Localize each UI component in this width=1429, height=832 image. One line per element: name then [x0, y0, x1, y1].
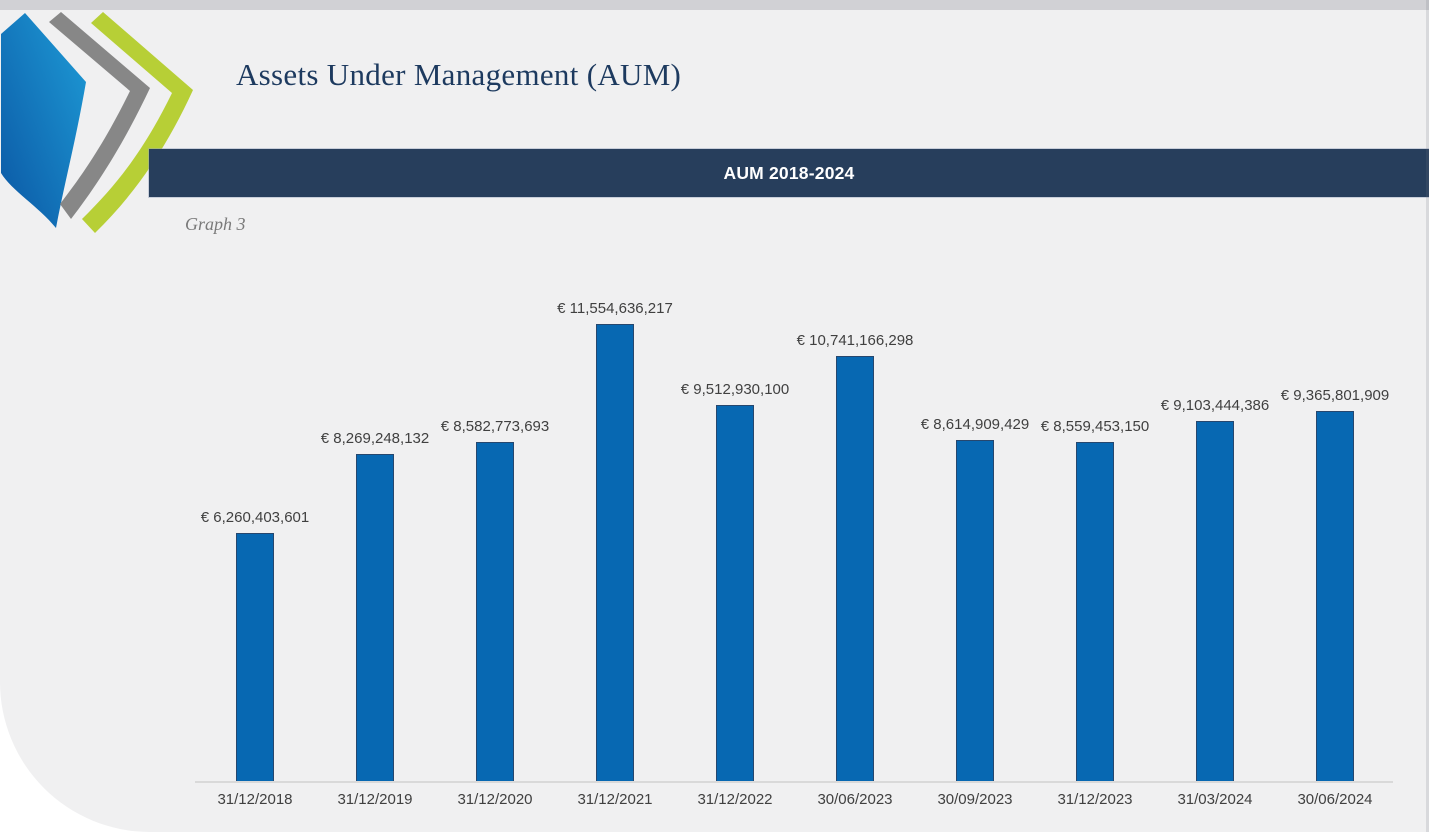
- bar: [956, 440, 994, 781]
- bar-value-label: € 9,512,930,100: [680, 380, 790, 398]
- bar-column: € 8,559,453,150: [1035, 240, 1155, 781]
- x-axis-label: 31/12/2021: [577, 791, 653, 808]
- x-axis-labels-row: 31/12/2018 31/12/2019 31/12/2020 31/12/2021…: [195, 791, 1395, 808]
- bar-column: € 10,741,166,298: [795, 240, 915, 781]
- bar-value-label: € 8,582,773,693: [440, 417, 550, 435]
- bar-column: € 9,512,930,100: [675, 240, 795, 781]
- logo-blue-chevron: [1, 13, 86, 228]
- x-axis-line: [195, 781, 1393, 783]
- bar: [836, 356, 874, 781]
- bar: [1196, 421, 1234, 781]
- bar: [1316, 411, 1354, 781]
- page-title: Assets Under Management (AUM): [236, 57, 682, 92]
- bar-value-label: € 10,741,166,298: [796, 331, 914, 349]
- bar: [476, 442, 514, 781]
- logo-green-chevron: [82, 12, 193, 233]
- x-axis-label: 30/06/2023: [817, 791, 893, 808]
- bar-value-label: € 8,269,248,132: [320, 429, 430, 447]
- bar: [1076, 442, 1114, 781]
- bar: [716, 405, 754, 781]
- top-strip: [0, 0, 1429, 10]
- chart-title-banner-label: AUM 2018-2024: [723, 162, 855, 183]
- aum-bar-chart: € 6,260,403,601 € 8,269,248,132 € 8,582,77…: [195, 240, 1395, 781]
- bar-chart-plot-area: € 6,260,403,601 € 8,269,248,132 € 8,582,77…: [195, 240, 1395, 781]
- x-axis-label: 31/03/2024: [1177, 791, 1253, 808]
- bar-value-label: € 6,260,403,601: [200, 508, 310, 526]
- bar-column: € 9,103,444,386: [1155, 240, 1275, 781]
- logo-gray-chevron: [49, 12, 150, 219]
- x-axis-label: 31/12/2022: [697, 791, 773, 808]
- bar-value-label: € 9,103,444,386: [1160, 396, 1270, 414]
- bar: [236, 533, 274, 781]
- bar-column: € 9,365,801,909: [1275, 240, 1395, 781]
- bar-value-label: € 8,614,909,429: [920, 415, 1030, 433]
- bar-value-label: € 8,559,453,150: [1040, 417, 1150, 435]
- x-axis-label: 31/12/2019: [337, 791, 413, 808]
- x-axis-label: 30/06/2024: [1297, 791, 1373, 808]
- bar-value-label: € 9,365,801,909: [1280, 386, 1390, 404]
- bar-column: € 6,260,403,601: [195, 240, 315, 781]
- x-axis-label: 30/09/2023: [937, 791, 1013, 808]
- bar-column: € 11,554,636,217: [555, 240, 675, 781]
- graph-caption: Graph 3: [185, 214, 246, 234]
- x-axis-label: 31/12/2018: [217, 791, 293, 808]
- x-axis-label: 31/12/2020: [457, 791, 533, 808]
- bar-column: € 8,269,248,132: [315, 240, 435, 781]
- bar: [356, 454, 394, 781]
- x-axis-label: 31/12/2023: [1057, 791, 1133, 808]
- bar-value-label: € 11,554,636,217: [557, 299, 673, 317]
- bar: [596, 324, 634, 781]
- chart-title-banner: AUM 2018-2024: [149, 149, 1429, 197]
- right-edge-shadow: [1426, 0, 1429, 832]
- bar-column: € 8,582,773,693: [435, 240, 555, 781]
- company-logo: [1, 12, 193, 233]
- bar-column: € 8,614,909,429: [915, 240, 1035, 781]
